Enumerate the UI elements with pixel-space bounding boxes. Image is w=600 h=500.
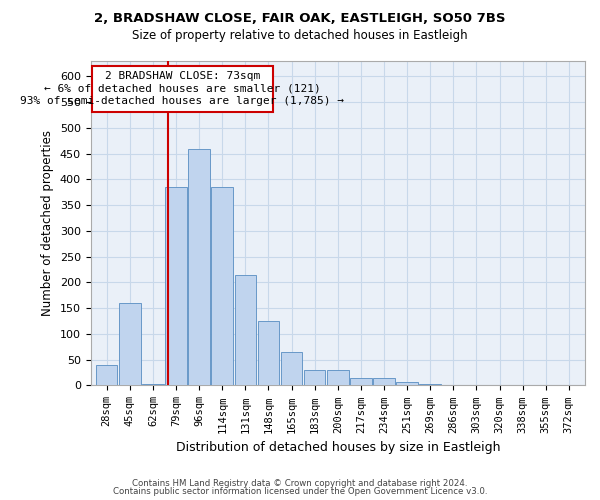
Text: Contains HM Land Registry data © Crown copyright and database right 2024.: Contains HM Land Registry data © Crown c… xyxy=(132,479,468,488)
Y-axis label: Number of detached properties: Number of detached properties xyxy=(41,130,54,316)
Bar xyxy=(119,303,140,386)
Text: 93% of semi-detached houses are larger (1,785) →: 93% of semi-detached houses are larger (… xyxy=(20,96,344,106)
Text: ← 6% of detached houses are smaller (121): ← 6% of detached houses are smaller (121… xyxy=(44,84,321,94)
Bar xyxy=(327,370,349,386)
Bar xyxy=(235,274,256,386)
Bar xyxy=(257,321,279,386)
Bar xyxy=(419,384,441,386)
Bar xyxy=(350,378,371,386)
Bar xyxy=(188,148,210,386)
Text: 2, BRADSHAW CLOSE, FAIR OAK, EASTLEIGH, SO50 7BS: 2, BRADSHAW CLOSE, FAIR OAK, EASTLEIGH, … xyxy=(94,12,506,26)
Bar xyxy=(142,384,164,386)
X-axis label: Distribution of detached houses by size in Eastleigh: Distribution of detached houses by size … xyxy=(176,441,500,454)
Bar xyxy=(211,187,233,386)
Text: Size of property relative to detached houses in Eastleigh: Size of property relative to detached ho… xyxy=(132,29,468,42)
Bar xyxy=(281,352,302,386)
Text: Contains public sector information licensed under the Open Government Licence v3: Contains public sector information licen… xyxy=(113,488,487,496)
Text: 2 BRADSHAW CLOSE: 73sqm: 2 BRADSHAW CLOSE: 73sqm xyxy=(105,72,260,82)
Bar xyxy=(165,187,187,386)
Bar xyxy=(373,378,395,386)
Bar xyxy=(96,365,118,386)
FancyBboxPatch shape xyxy=(92,66,272,112)
Bar xyxy=(304,370,325,386)
Bar xyxy=(397,382,418,386)
